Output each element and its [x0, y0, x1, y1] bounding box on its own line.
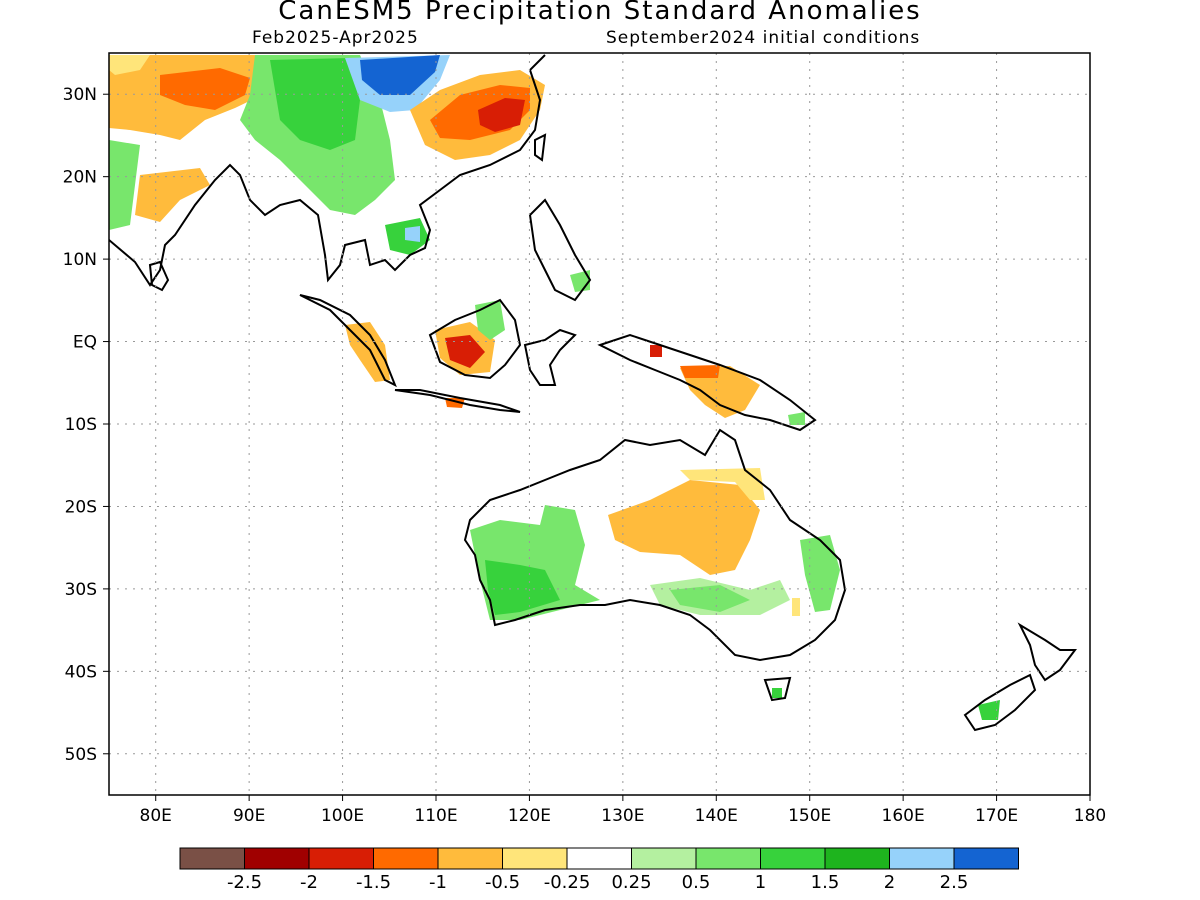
x-tick-label: 160E	[882, 806, 925, 826]
colorbar-label: -2.5	[227, 872, 262, 893]
colorbar-swatch	[953, 847, 1019, 870]
coast-java	[394, 389, 521, 413]
colorbar-label: -1	[429, 872, 447, 893]
anomaly-vietnam-blue	[405, 226, 420, 242]
coast-philippines	[528, 198, 592, 302]
y-tick-label: 20S	[65, 497, 97, 517]
anomaly-nz-green	[978, 700, 1000, 720]
y-tick-label: 50S	[65, 745, 97, 765]
x-axis-ticks: 80E 90E 100E 110E 120E 130E 140E 150E 160E 170E 18…	[140, 795, 1106, 826]
y-axis-ticks: 30N 20N 10N EQ 10S 20S 30S 40S 50S	[63, 85, 109, 765]
x-tick-label: 80E	[140, 806, 172, 826]
anomaly-borneo-red	[445, 335, 485, 368]
coast-nz-south	[963, 673, 1037, 732]
colorbar-swatch	[502, 847, 568, 870]
anomaly-png-green	[788, 412, 805, 425]
y-tick-label: 10N	[63, 250, 97, 270]
coast-borneo	[428, 298, 522, 380]
colorbar-swatch	[631, 847, 697, 870]
colorbar-label: -0.25	[544, 872, 591, 893]
colorbar-swatch	[179, 847, 245, 870]
anomaly-borneo-green	[475, 300, 505, 340]
y-tick-label: 20N	[63, 168, 97, 188]
x-tick-label: 140E	[695, 806, 738, 826]
colorbar-swatch	[760, 847, 826, 870]
x-tick-label: 170E	[975, 806, 1018, 826]
colorbar-swatch	[437, 847, 503, 870]
anomaly-aus-west-green-deep	[485, 560, 560, 615]
coast-australia	[463, 428, 847, 662]
anomaly-china-blue-deep	[360, 55, 440, 95]
colorbar: -2.5 -2 -1.5 -1 -0.5 -0.25 0.25 0.5 1 1.5 2 2.5	[179, 847, 1019, 893]
coast-tasmania	[763, 676, 792, 702]
coast-srilanka	[148, 260, 170, 292]
anomaly-shading	[109, 55, 1000, 720]
colorbar-label: -1.5	[356, 872, 391, 893]
initial-conditions: September2024 initial conditions	[606, 28, 921, 48]
coast-nz-north	[1017, 622, 1077, 682]
coast-asia	[109, 54, 546, 287]
anomaly-india-west-hot	[160, 68, 250, 110]
y-tick-label: EQ	[73, 333, 97, 353]
colorbar-label: 0.25	[611, 872, 651, 893]
gridlines	[109, 53, 1090, 795]
anomaly-aus-east-orange	[792, 598, 800, 616]
colorbar-swatch	[244, 847, 310, 870]
colorbar-label: 0.5	[682, 872, 711, 893]
colorbar-label: -2	[300, 872, 318, 893]
y-tick-label: 40S	[65, 662, 97, 682]
x-tick-label: 120E	[508, 806, 551, 826]
colorbar-swatch	[824, 847, 890, 870]
coast-newguinea	[597, 333, 817, 432]
colorbar-swatch	[889, 847, 955, 870]
anomaly-aus-central-orange	[608, 480, 760, 575]
colorbar-swatch	[373, 847, 439, 870]
y-tick-label: 30S	[65, 580, 97, 600]
colorbar-label: 2	[884, 872, 895, 893]
coast-taiwan	[534, 133, 547, 162]
colorbar-swatch	[695, 847, 761, 870]
anomaly-aus-south-green-mid	[670, 585, 750, 612]
anomaly-newguinea-deep	[680, 365, 720, 378]
coast-sulawesi	[523, 328, 577, 386]
x-tick-label: 90E	[233, 806, 265, 826]
colorbar-swatch	[308, 847, 374, 870]
coastlines	[109, 54, 1077, 732]
colorbar-label: 1.5	[811, 872, 840, 893]
anomaly-india-west-light	[109, 55, 150, 75]
anomaly-indochina-green-deep	[270, 58, 360, 150]
colorbar-label: 1	[755, 872, 766, 893]
anomaly-aus-central-light	[680, 468, 765, 500]
x-tick-label: 100E	[321, 806, 364, 826]
x-tick-label: 180	[1074, 806, 1106, 826]
map-title: CanESM5 Precipitation Standard Anomalies	[278, 0, 922, 26]
y-tick-label: 10S	[65, 415, 97, 435]
anomaly-india-orange-south	[135, 168, 210, 222]
anomaly-newguinea-orange	[680, 366, 760, 418]
anomaly-aus-east-green	[800, 535, 840, 612]
y-tick-label: 30N	[63, 85, 97, 105]
anomaly-india-green-west	[109, 140, 140, 230]
x-tick-label: 110E	[414, 806, 457, 826]
x-tick-label: 150E	[788, 806, 831, 826]
anomaly-tasmania-green	[772, 688, 782, 698]
colorbar-swatch	[566, 847, 632, 870]
forecast-period: Feb2025-Apr2025	[252, 28, 419, 48]
colorbar-label: 2.5	[940, 872, 969, 893]
anomaly-newguinea-red	[650, 345, 662, 357]
anomaly-china-red	[478, 98, 525, 132]
x-tick-label: 130E	[601, 806, 644, 826]
coast-sumatra	[299, 294, 397, 388]
colorbar-label: -0.5	[485, 872, 520, 893]
